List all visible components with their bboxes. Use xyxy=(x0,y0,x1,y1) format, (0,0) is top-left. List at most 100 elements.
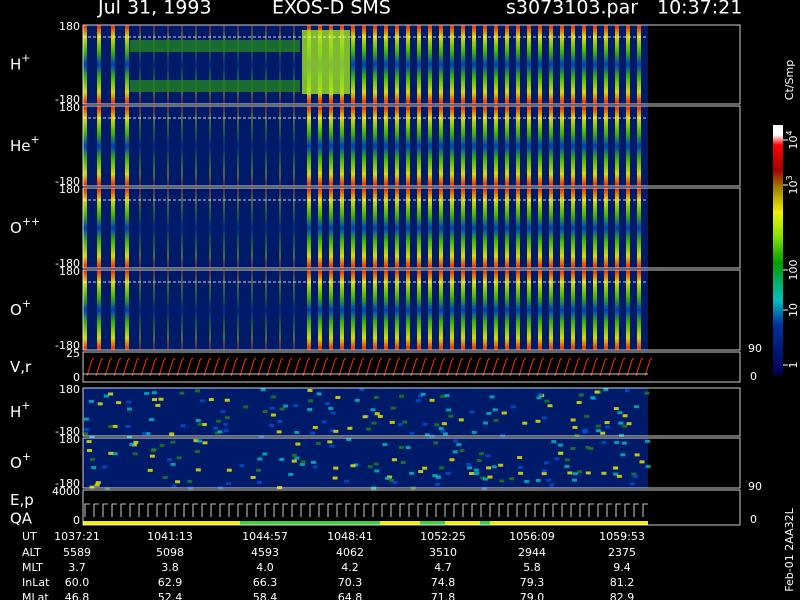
spectrogram-cell xyxy=(294,430,300,434)
velocity-trace xyxy=(167,357,176,377)
table-value: 5589 xyxy=(63,546,91,559)
spectrogram-stripe xyxy=(472,270,476,350)
spectrogram-cell xyxy=(353,463,359,467)
spectrogram-stripe xyxy=(505,106,509,186)
spectrogram-cell xyxy=(624,389,630,393)
spectrogram-cell xyxy=(260,388,266,392)
spectrogram-cell xyxy=(469,471,475,475)
spectrogram-cell xyxy=(95,481,101,485)
spectrogram-cell xyxy=(551,440,557,444)
panel-label-base: He xyxy=(10,137,31,155)
spectrogram-cell xyxy=(129,442,135,446)
header-file: s3073103.par xyxy=(506,0,638,19)
spectrogram-cell xyxy=(467,466,473,470)
panel-label-sup: + xyxy=(31,133,40,146)
spectrogram-stripe xyxy=(549,188,553,268)
velocity-trace xyxy=(104,357,113,377)
spectrogram-cell xyxy=(617,411,623,415)
table-value: 1056:09 xyxy=(509,530,555,543)
spectrogram-stripe xyxy=(483,270,487,350)
spectrogram-cell xyxy=(584,414,590,418)
energy-trace xyxy=(129,503,135,517)
velocity-trace xyxy=(239,357,248,377)
spectrogram-stripe xyxy=(307,270,311,350)
energy-trace xyxy=(399,503,405,517)
spectrogram-cell xyxy=(243,405,249,409)
energy-trace xyxy=(633,503,639,517)
spectrogram-stripe xyxy=(237,25,239,104)
velocity-trace xyxy=(329,357,338,377)
spectrogram-cell xyxy=(269,406,275,410)
panel-label: H+ xyxy=(10,399,31,421)
panel-frame xyxy=(82,105,741,187)
velocity-trace xyxy=(176,357,185,377)
table-value: 5.8 xyxy=(523,561,541,574)
spectrogram-stripe xyxy=(461,106,465,186)
spectrogram-cell xyxy=(446,408,452,412)
spectrogram-cell xyxy=(308,399,314,403)
spectrogram-cell xyxy=(605,425,611,429)
spectrogram-cell xyxy=(116,401,122,405)
spectrogram-stripe xyxy=(450,270,454,350)
spectrogram-cell xyxy=(456,443,462,447)
spectrogram-stripe xyxy=(111,106,115,186)
spectrogram-stripe xyxy=(516,25,520,104)
spectrogram-cell xyxy=(362,415,368,419)
header-time: 10:37:21 xyxy=(657,0,742,19)
spectrogram-stripe xyxy=(251,188,253,268)
spectrogram-cell xyxy=(438,466,444,470)
spectrogram-stripe xyxy=(209,270,211,350)
velocity-trace xyxy=(158,357,167,377)
table-value: 52.4 xyxy=(158,591,183,600)
velocity-trace xyxy=(122,357,131,377)
spectrogram-stripe xyxy=(406,188,410,268)
spectrogram-stripe xyxy=(293,106,295,186)
spectrogram-stripe xyxy=(237,270,239,350)
spectrogram-stripe xyxy=(571,25,575,104)
spectrogram-stripe xyxy=(153,106,155,186)
velocity-trace xyxy=(428,357,437,377)
spectrogram-cell xyxy=(440,429,446,433)
panel-frame xyxy=(82,387,741,437)
spectrogram-stripe xyxy=(593,188,597,268)
spectrogram-cell xyxy=(239,464,245,468)
spectrogram-cell xyxy=(582,428,588,432)
spectrogram-cell xyxy=(102,465,108,469)
spectrogram-cell xyxy=(170,462,176,466)
velocity-trace xyxy=(284,357,293,377)
colorbar-tick-exp: 4 xyxy=(785,130,794,135)
spectrogram-cell xyxy=(409,431,415,435)
table-value: 71.8 xyxy=(431,591,456,600)
spectrogram-cell xyxy=(400,460,406,464)
spectrogram-cell xyxy=(417,394,423,398)
panel-label: O+ xyxy=(10,450,31,472)
panel-label: He+ xyxy=(10,133,40,155)
spectrogram-cell xyxy=(112,452,118,456)
qa-bar xyxy=(240,521,380,525)
right-tick-label: 0 xyxy=(750,513,757,526)
energy-trace xyxy=(237,503,243,517)
velocity-trace xyxy=(257,357,266,377)
spectrogram-cell xyxy=(262,410,268,414)
spectrogram-cell xyxy=(224,416,230,420)
velocity-trace xyxy=(185,357,194,377)
velocity-trace xyxy=(140,357,149,377)
spectrogram-cell xyxy=(518,466,524,470)
spectrogram-cell xyxy=(620,453,626,457)
spectrogram-cell xyxy=(389,478,395,482)
spectrogram-cell xyxy=(270,395,276,399)
panel-label-base: O xyxy=(10,219,22,237)
spectrogram-cell xyxy=(544,399,550,403)
spectrogram-cell xyxy=(295,442,301,446)
spectrogram-cell xyxy=(321,420,327,424)
y-tick-label: -180 xyxy=(55,339,80,352)
velocity-trace xyxy=(545,357,554,377)
energy-trace xyxy=(516,503,522,517)
spectrogram-cell xyxy=(365,427,371,431)
spectrogram-cell xyxy=(312,426,318,430)
right-tick-label: 90 xyxy=(748,480,762,493)
colorbar-unit: Ct/Smp xyxy=(783,60,796,100)
spectrogram-stripe xyxy=(362,188,366,268)
velocity-trace xyxy=(509,357,518,377)
energy-trace xyxy=(588,503,594,517)
